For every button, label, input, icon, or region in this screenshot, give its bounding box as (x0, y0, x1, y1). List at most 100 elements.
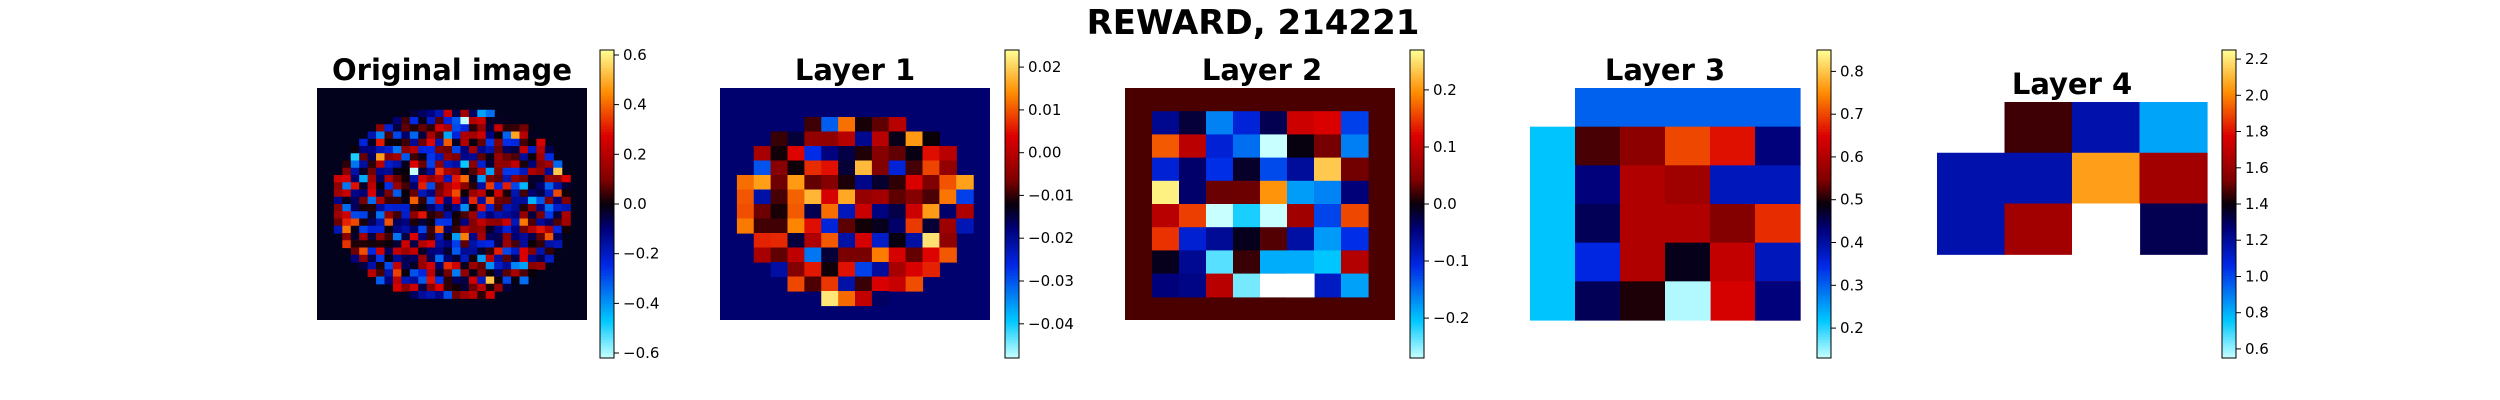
heatmap-cell (502, 138, 512, 147)
heatmap-cell (1152, 227, 1180, 251)
heatmap-cell (553, 218, 563, 227)
heatmap-cell (367, 204, 377, 212)
colorbar-band (2222, 103, 2236, 107)
colorbar-band (1005, 168, 1019, 172)
panel-5: Layer 42.22.01.81.61.41.21.00.80.6 (1937, 49, 2269, 359)
heatmap-cell (1314, 157, 1342, 182)
heatmap-cell (770, 247, 789, 263)
colorbar-band (2222, 152, 2236, 156)
heatmap-cell (477, 204, 487, 212)
colorbar-band (1817, 101, 1831, 105)
heatmap-cell (460, 117, 470, 125)
colorbar-band (1410, 106, 1424, 110)
colorbar-band (600, 265, 614, 269)
heatmap-cell (1314, 180, 1342, 205)
heatmap-cell (494, 204, 504, 212)
heatmap-cell (888, 160, 907, 176)
heatmap-cell (519, 247, 529, 256)
colorbar-band (600, 119, 614, 123)
colorbar-band (600, 270, 614, 274)
heatmap-cell (418, 167, 428, 176)
heatmap-cell (443, 247, 453, 256)
colorbar-band (2222, 293, 2236, 297)
colorbar-band (2222, 127, 2236, 131)
heatmap-cell (939, 233, 957, 249)
heatmap-cell (787, 189, 805, 205)
colorbar-band (1817, 301, 1831, 305)
heatmap-cell (2139, 203, 2208, 255)
heatmap-cell (1530, 281, 1576, 321)
heatmap-cell (770, 160, 789, 176)
heatmap-cell (392, 204, 402, 212)
heatmap-cell (477, 254, 487, 263)
heatmap-cell (527, 247, 537, 256)
heatmap-cell (418, 182, 428, 191)
heatmap-cell (418, 109, 428, 118)
heatmap-cell (418, 131, 428, 140)
colorbar-band (1005, 324, 1019, 328)
heatmap-cell (536, 153, 546, 162)
colorbar-band (1410, 150, 1424, 154)
colorbar-band (1410, 257, 1424, 261)
heatmap-cell (1314, 134, 1342, 159)
heatmap-cell (855, 218, 873, 234)
colorbar-band (1817, 132, 1831, 136)
colorbar-band (1005, 247, 1019, 251)
colorbar-band (1410, 298, 1424, 303)
heatmap-cell (392, 138, 402, 147)
colorbar-band (1817, 147, 1831, 151)
heatmap-cell (2004, 152, 2073, 205)
colorbar-band (1410, 270, 1424, 274)
colorbar-band (600, 283, 614, 287)
heatmap-cell (2072, 203, 2141, 255)
colorbar-band (1817, 157, 1831, 161)
colorbar-band (600, 316, 614, 320)
colorbar-tick-label: −0.6 (623, 344, 659, 362)
heatmap-cell (443, 189, 453, 198)
colorbar-band (600, 155, 614, 159)
heatmap-cell (1152, 134, 1180, 159)
heatmap-cell (485, 211, 495, 220)
heatmap-cell (468, 262, 478, 270)
colorbar-band (1817, 257, 1831, 261)
heatmap-cell (855, 247, 873, 263)
colorbar-band (2222, 83, 2236, 87)
colorbar-band (1410, 311, 1424, 315)
heatmap-cell (511, 211, 521, 220)
heatmap-cell (460, 218, 470, 227)
heatmap-cell (333, 225, 343, 234)
heatmap-cell (1620, 88, 1666, 128)
heatmap-cell (787, 175, 805, 191)
heatmap-cell (392, 269, 402, 278)
colorbar-band (1410, 255, 1424, 259)
heatmap-cell (871, 247, 890, 263)
colorbar-band (600, 319, 614, 323)
heatmap-cell (477, 146, 487, 154)
heatmap-cell (527, 175, 537, 183)
colorbar-band (1005, 250, 1019, 254)
heatmap-cell (443, 109, 453, 118)
heatmap-cell (443, 262, 453, 270)
colorbar-band (1410, 175, 1424, 179)
colorbar-band (1005, 252, 1019, 256)
colorbar-band (2222, 237, 2236, 241)
heatmap-cell (452, 182, 462, 191)
colorbar-band (1410, 304, 1424, 308)
colorbar-band (1005, 311, 1019, 315)
heatmap-cell (494, 189, 504, 198)
heatmap-cell (871, 291, 890, 307)
heatmap-cell (376, 204, 386, 212)
colorbar-band (2222, 347, 2236, 351)
heatmap-cell (376, 124, 386, 133)
heatmap-cell (544, 225, 554, 234)
heatmap-cell (452, 117, 462, 125)
heatmap-cell (376, 247, 386, 256)
heatmap-cell (1755, 126, 1801, 166)
colorbar-band (1817, 286, 1831, 290)
colorbar-band (2222, 50, 2236, 54)
heatmap-cell (350, 204, 360, 212)
colorbar-band (1410, 301, 1424, 305)
heatmap-cell (494, 117, 504, 125)
heatmap-cell (871, 204, 890, 220)
heatmap-cell (409, 240, 419, 249)
